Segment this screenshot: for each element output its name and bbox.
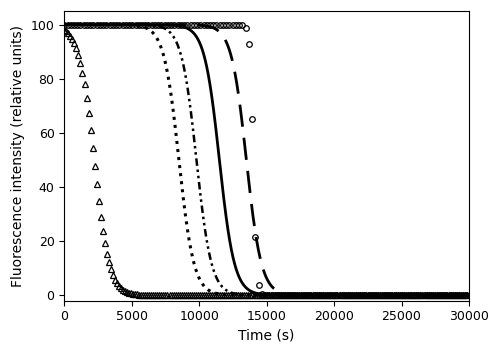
Y-axis label: Fluorescence intensity (relative units): Fluorescence intensity (relative units) <box>11 25 25 287</box>
X-axis label: Time (s): Time (s) <box>238 329 295 343</box>
